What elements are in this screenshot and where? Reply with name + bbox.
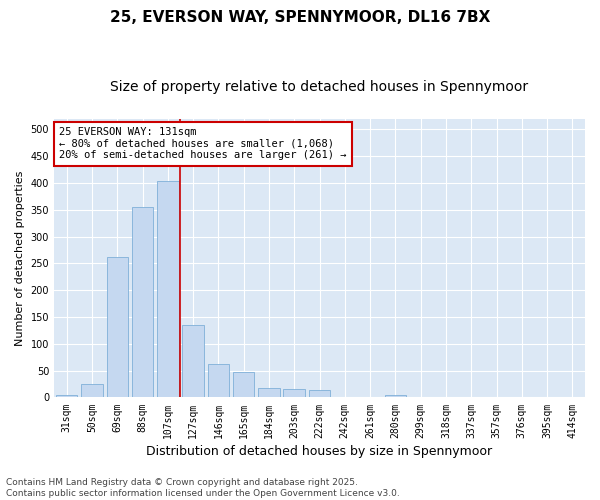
Title: Size of property relative to detached houses in Spennymoor: Size of property relative to detached ho… (110, 80, 529, 94)
Text: Contains HM Land Registry data © Crown copyright and database right 2025.
Contai: Contains HM Land Registry data © Crown c… (6, 478, 400, 498)
Bar (258, 388, 280, 398)
Bar (157, 182, 179, 398)
Bar (283, 389, 305, 398)
Bar (435, 397, 457, 398)
Y-axis label: Number of detached properties: Number of detached properties (15, 170, 25, 346)
Bar (208, 364, 229, 398)
Bar (233, 372, 254, 398)
Bar (107, 257, 128, 398)
Bar (182, 325, 204, 398)
Bar (132, 207, 153, 398)
Text: 25 EVERSON WAY: 131sqm
← 80% of detached houses are smaller (1,068)
20% of semi-: 25 EVERSON WAY: 131sqm ← 80% of detached… (59, 127, 347, 160)
Text: 25, EVERSON WAY, SPENNYMOOR, DL16 7BX: 25, EVERSON WAY, SPENNYMOOR, DL16 7BX (110, 10, 490, 25)
Bar (56, 396, 77, 398)
Bar (81, 384, 103, 398)
Bar (385, 395, 406, 398)
Bar (309, 390, 330, 398)
X-axis label: Distribution of detached houses by size in Spennymoor: Distribution of detached houses by size … (146, 444, 493, 458)
